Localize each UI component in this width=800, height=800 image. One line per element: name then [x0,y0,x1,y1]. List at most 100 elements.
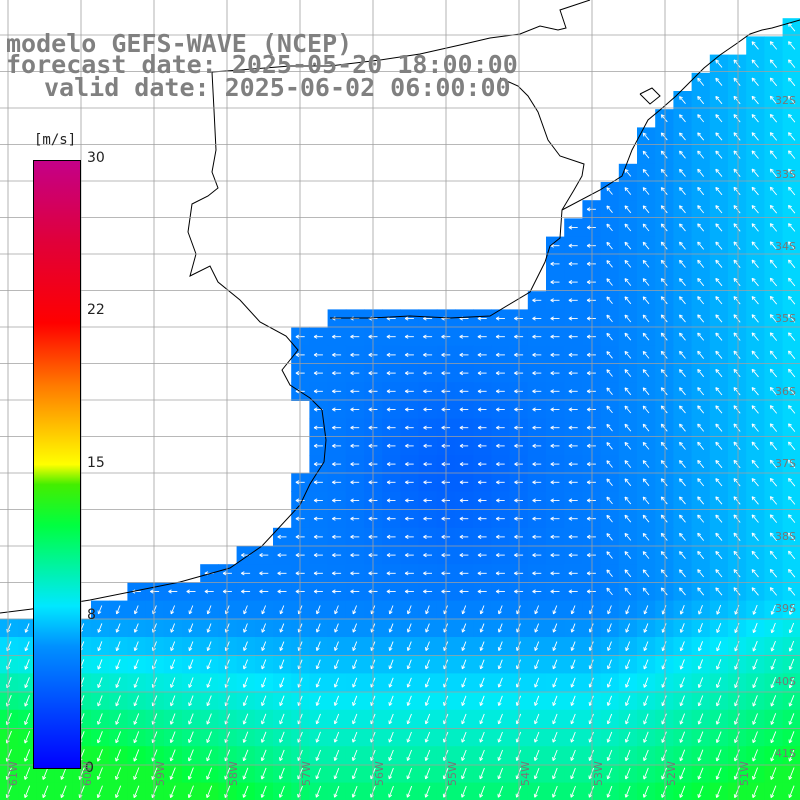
wind-arrow [642,569,650,578]
wind-arrow [606,569,613,577]
wind-arrow [769,295,778,305]
wind-arrow [697,478,705,487]
wind-arrow [660,150,668,159]
wind-arrow [624,569,632,578]
wind-arrow [532,371,542,376]
wind-arrow [660,187,668,195]
wind-arrow [586,443,596,448]
wind-arrow [423,534,432,539]
wind-arrow [733,459,741,469]
wind-arrow [606,514,613,523]
wind-arrow [332,462,342,467]
wind-arrow [679,296,686,305]
wind-arrow [788,41,796,50]
wind-arrow [624,350,632,359]
wind-arrow [550,589,560,594]
wind-arrow [386,425,396,430]
wind-arrow [350,534,360,539]
wind-arrow [733,259,741,268]
wind-arrow [386,443,396,448]
wind-arrow [715,205,723,214]
wind-arrow [751,168,759,177]
wind-arrow [679,150,686,159]
wind-arrow [586,407,596,412]
wind-arrow [568,534,578,539]
wind-arrow [642,532,650,541]
wind-arrow [495,589,505,594]
wind-cell [782,145,800,165]
wind-arrow [733,168,741,177]
wind-arrow [332,425,342,430]
wind-arrow [606,587,613,596]
wind-arrow [697,241,705,250]
wind-arrow [586,316,596,321]
wind-arrow [788,587,796,596]
wind-arrow [313,553,323,558]
wind-arrow [679,132,686,141]
wind-arrow [352,605,358,615]
wind-arrow [532,316,542,321]
wind-arrow [733,241,741,250]
wind-arrow [733,95,741,105]
wind-arrow [660,296,668,305]
wind-arrow [642,405,650,414]
wind-cell [782,509,800,529]
wind-arrow [550,261,560,266]
wind-arrow [350,334,360,339]
wind-arrow [477,571,487,576]
wind-arrow [568,225,578,230]
wind-arrow [697,368,705,378]
wind-cell [782,72,800,92]
wind-arrow [751,77,759,86]
wind-arrow [606,278,613,286]
wind-arrow [459,425,469,430]
wind-arrow [679,96,686,104]
wind-arrow [788,150,796,159]
wind-arrow [552,605,558,615]
wind-arrow [679,405,686,414]
lat-label-37s: 37S [775,457,796,470]
wind-cell [782,582,800,602]
wind-arrow [697,587,705,596]
wind-arrow [715,441,723,450]
wind-arrow [679,350,686,359]
wind-arrow [405,498,414,503]
wind-arrow [150,589,160,594]
wind-arrow [642,369,650,377]
wind-cell [782,109,800,128]
wind-arrow [313,334,323,339]
wind-arrow [697,114,705,123]
wind-arrow [313,480,323,485]
wind-arrow [386,389,396,394]
wind-arrow [642,441,650,450]
wind-arrow [532,443,542,448]
wind-arrow [660,205,668,214]
wind-arrow [769,550,778,560]
wind-arrow [715,259,723,268]
wind-arrow [386,480,396,485]
wind-arrow [586,498,596,503]
wind-arrow [313,352,323,357]
wind-arrow [495,516,505,521]
wind-arrow [168,589,178,594]
wind-arrow [751,59,759,68]
wind-arrow [679,259,686,268]
wind-arrow [788,568,796,578]
wind-arrow [495,371,505,376]
wind-arrow [550,534,560,539]
wind-arrow [568,334,578,339]
wind-arrow [679,187,686,195]
wind-arrow [386,571,396,576]
wind-arrow [660,241,668,250]
wind-arrow [751,95,759,105]
wind-arrow [679,114,686,123]
wind-arrow [624,223,632,232]
wind-arrow [550,443,560,448]
wind-arrow [715,277,723,287]
lat-label-32s: 32S [775,94,796,107]
wind-arrow [568,425,578,430]
wind-arrow [697,405,705,414]
wind-arrow [624,478,632,487]
wind-arrow [568,443,578,448]
wind-arrow [459,516,469,521]
